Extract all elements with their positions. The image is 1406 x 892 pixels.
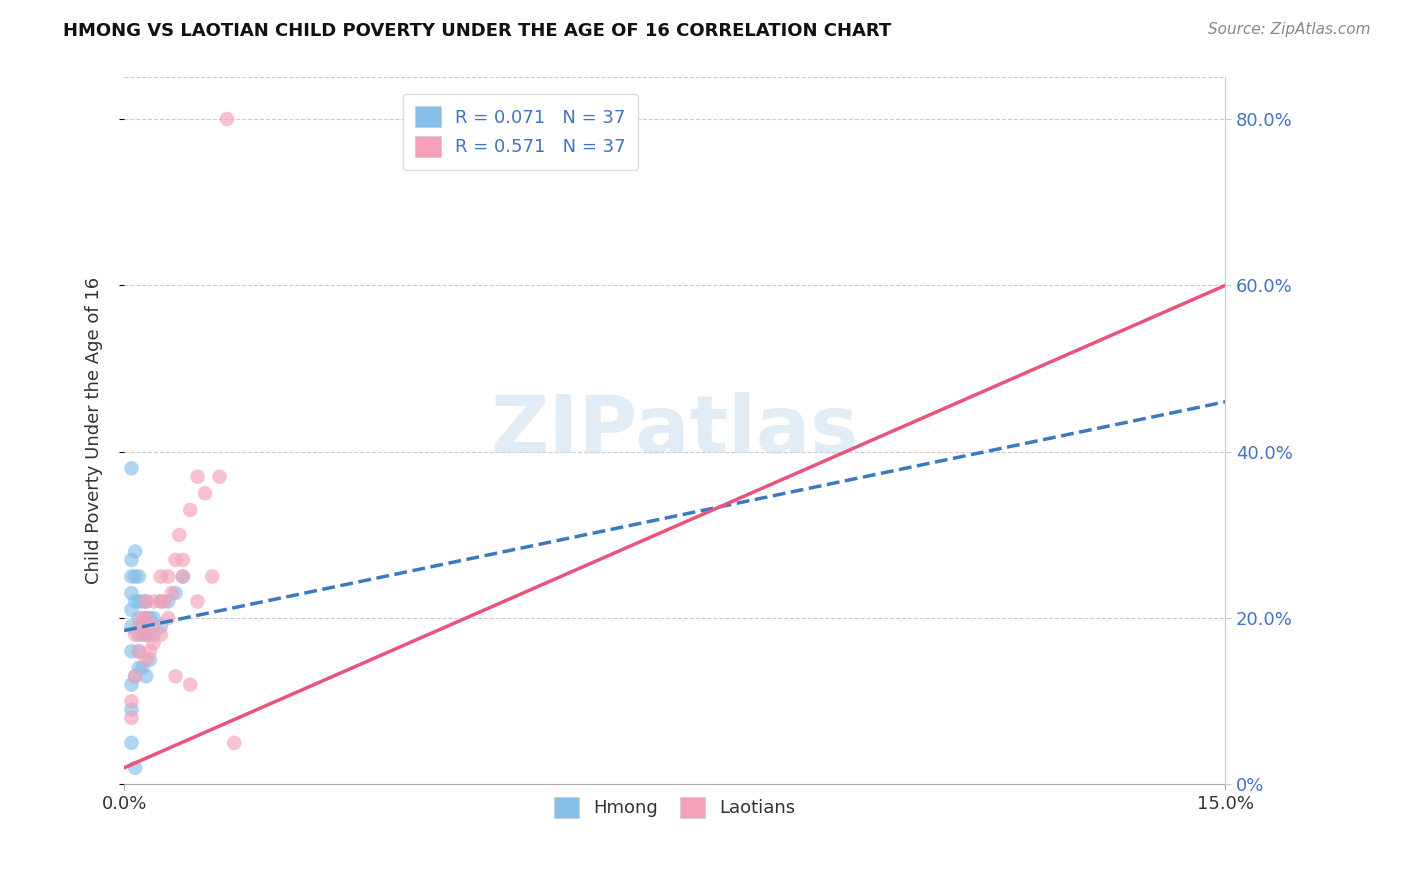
Point xyxy=(124,669,146,683)
Point xyxy=(139,611,162,625)
Point xyxy=(131,661,153,675)
Point xyxy=(142,628,165,642)
Point xyxy=(224,736,246,750)
Point xyxy=(139,628,162,642)
Point xyxy=(131,619,153,633)
Point xyxy=(135,653,157,667)
Point xyxy=(135,594,157,608)
Point xyxy=(187,469,209,483)
Point xyxy=(131,611,153,625)
Point xyxy=(157,594,180,608)
Point xyxy=(121,644,143,658)
Point xyxy=(135,594,157,608)
Point xyxy=(165,553,187,567)
Point xyxy=(172,553,194,567)
Point xyxy=(149,594,172,608)
Point xyxy=(208,469,231,483)
Point xyxy=(149,569,172,583)
Point xyxy=(194,486,217,500)
Legend: Hmong, Laotians: Hmong, Laotians xyxy=(547,789,803,825)
Point xyxy=(165,669,187,683)
Point xyxy=(121,619,143,633)
Point xyxy=(149,619,172,633)
Point xyxy=(142,611,165,625)
Point xyxy=(201,569,224,583)
Point xyxy=(135,611,157,625)
Point xyxy=(167,528,190,542)
Point xyxy=(149,594,172,608)
Point xyxy=(124,628,146,642)
Point xyxy=(124,544,146,558)
Point xyxy=(128,644,150,658)
Point xyxy=(135,669,157,683)
Point xyxy=(121,603,143,617)
Point xyxy=(121,461,143,475)
Point xyxy=(124,761,146,775)
Point xyxy=(160,586,183,600)
Point xyxy=(121,553,143,567)
Point xyxy=(139,644,162,658)
Point xyxy=(121,694,143,708)
Point xyxy=(124,594,146,608)
Text: HMONG VS LAOTIAN CHILD POVERTY UNDER THE AGE OF 16 CORRELATION CHART: HMONG VS LAOTIAN CHILD POVERTY UNDER THE… xyxy=(63,22,891,40)
Point xyxy=(157,569,180,583)
Point xyxy=(172,569,194,583)
Point xyxy=(121,569,143,583)
Point xyxy=(157,611,180,625)
Point xyxy=(121,736,143,750)
Point xyxy=(179,678,201,692)
Point xyxy=(135,611,157,625)
Point xyxy=(128,644,150,658)
Point xyxy=(128,628,150,642)
Point xyxy=(142,636,165,650)
Text: ZIPatlas: ZIPatlas xyxy=(491,392,859,470)
Text: Source: ZipAtlas.com: Source: ZipAtlas.com xyxy=(1208,22,1371,37)
Point xyxy=(128,569,150,583)
Point xyxy=(131,594,153,608)
Point xyxy=(149,628,172,642)
Point xyxy=(215,112,238,126)
Point xyxy=(135,628,157,642)
Y-axis label: Child Poverty Under the Age of 16: Child Poverty Under the Age of 16 xyxy=(86,277,103,584)
Point xyxy=(121,586,143,600)
Point xyxy=(153,594,176,608)
Point xyxy=(172,569,194,583)
Point xyxy=(128,619,150,633)
Point xyxy=(121,702,143,716)
Point xyxy=(128,661,150,675)
Point xyxy=(124,669,146,683)
Point xyxy=(128,594,150,608)
Point xyxy=(131,628,153,642)
Point xyxy=(121,678,143,692)
Point xyxy=(124,569,146,583)
Point xyxy=(187,594,209,608)
Point xyxy=(165,586,187,600)
Point xyxy=(142,594,165,608)
Point xyxy=(139,653,162,667)
Point xyxy=(142,619,165,633)
Point xyxy=(121,711,143,725)
Point xyxy=(128,611,150,625)
Point xyxy=(179,503,201,517)
